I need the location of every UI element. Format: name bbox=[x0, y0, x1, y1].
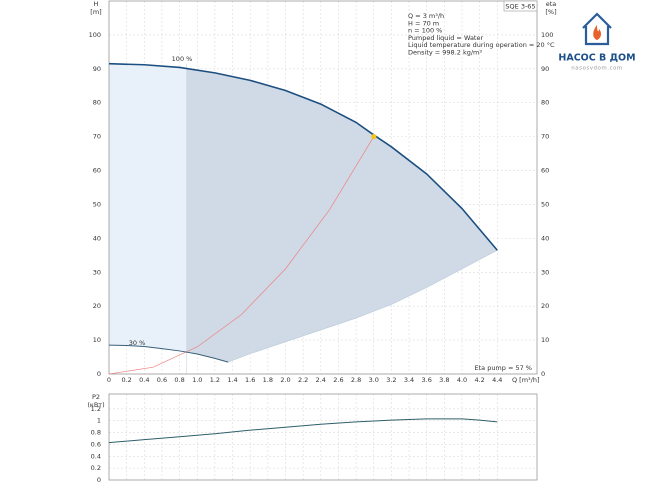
y2-tick-label: 40 bbox=[541, 234, 549, 242]
curve-line bbox=[108, 418, 498, 444]
info-line: Pumped liquid = Water bbox=[408, 34, 483, 42]
y2-tick-label: 10 bbox=[541, 336, 549, 344]
x-tick-label: 2.6 bbox=[333, 376, 343, 384]
operating-area-low bbox=[109, 63, 187, 353]
y-tick-label: 0 bbox=[97, 370, 101, 378]
x-axis-label: Q [m³/h] bbox=[512, 376, 540, 384]
x-tick-label: 3.8 bbox=[439, 376, 449, 384]
y2-tick-label: 50 bbox=[541, 200, 549, 208]
y-tick-label: 10 bbox=[93, 336, 101, 344]
y2-axis-unit: [%] bbox=[545, 8, 556, 16]
x-tick-label: 1.2 bbox=[210, 376, 220, 384]
curve-line bbox=[228, 249, 498, 363]
x-tick-label: 4.2 bbox=[474, 376, 484, 384]
x-tick-label: 1.0 bbox=[192, 376, 202, 384]
x-tick-label: 1.4 bbox=[227, 376, 237, 384]
y-tick-label: 100 bbox=[89, 31, 101, 39]
x-tick-label: 0 bbox=[107, 376, 111, 384]
y-tick-label: 0.2 bbox=[91, 464, 101, 472]
info-line: Liquid temperature during operation = 20… bbox=[408, 41, 555, 49]
operating-area bbox=[186, 68, 498, 363]
x-tick-label: 3.6 bbox=[422, 376, 432, 384]
y-tick-label: 0.4 bbox=[91, 452, 101, 460]
info-line: H = 70 m bbox=[408, 19, 439, 27]
model-label: SQE 3-65 bbox=[505, 3, 535, 11]
x-tick-label: 2.8 bbox=[351, 376, 361, 384]
logo-house bbox=[582, 12, 612, 46]
curve-line bbox=[108, 136, 375, 375]
logo-subtitle: nasosvdom.com bbox=[571, 66, 622, 72]
y2-tick-label: 60 bbox=[541, 167, 549, 175]
logo-title: НАСОС В ДОМ bbox=[558, 53, 635, 64]
y-tick-label: 20 bbox=[93, 302, 101, 310]
y2-tick-label: 100 bbox=[541, 31, 553, 39]
x-tick-label: 2.0 bbox=[280, 376, 290, 384]
plot-frame bbox=[108, 393, 538, 481]
x-tick-label: 0.4 bbox=[139, 376, 149, 384]
y2-tick-label: 70 bbox=[541, 133, 549, 141]
x-tick-label: 3.0 bbox=[369, 376, 379, 384]
curve-line bbox=[108, 62, 498, 251]
y2-axis-label: eta bbox=[546, 0, 557, 8]
y-tick-label: 90 bbox=[93, 65, 101, 73]
logo-flame bbox=[593, 25, 602, 40]
y-tick-label: 40 bbox=[93, 234, 101, 242]
efficiency-label: Eta pump = 57 % bbox=[474, 364, 532, 372]
y-tick-label: 1 bbox=[97, 417, 101, 425]
curve-line bbox=[108, 344, 229, 363]
y-axis-label: H bbox=[94, 0, 99, 8]
x-tick-label: 3.2 bbox=[386, 376, 396, 384]
x-tick-label: 1.6 bbox=[245, 376, 255, 384]
x-tick-label: 4.4 bbox=[492, 376, 502, 384]
info-line: Q = 3 m³/h bbox=[408, 12, 444, 20]
y-axis-unit: (кВт) bbox=[87, 401, 104, 409]
y-tick-label: 0.6 bbox=[91, 440, 101, 448]
y2-tick-label: 20 bbox=[541, 302, 549, 310]
y-tick-label: 0.8 bbox=[91, 429, 101, 437]
logo: НАСОС В ДОМ nasosvdom.com bbox=[558, 12, 636, 72]
y-tick-label: 60 bbox=[93, 167, 101, 175]
info-line: n = 100 % bbox=[408, 27, 442, 35]
y2-tick-label: 0 bbox=[541, 370, 545, 378]
info-line: Density = 998.2 kg/m³ bbox=[408, 49, 482, 57]
y-tick-label: 70 bbox=[93, 133, 101, 141]
y2-tick-label: 80 bbox=[541, 99, 549, 107]
y-tick-label: 80 bbox=[93, 99, 101, 107]
series-label: 100 % bbox=[172, 55, 193, 63]
x-tick-label: 0.8 bbox=[174, 376, 184, 384]
y2-tick-label: 30 bbox=[541, 268, 549, 276]
x-tick-label: 0.6 bbox=[157, 376, 167, 384]
y-tick-label: 0 bbox=[97, 476, 101, 484]
x-tick-label: 3.4 bbox=[404, 376, 414, 384]
y-tick-label: 50 bbox=[93, 200, 101, 208]
x-tick-label: 2.2 bbox=[298, 376, 308, 384]
y2-tick-label: 90 bbox=[541, 65, 549, 73]
x-tick-label: 1.8 bbox=[263, 376, 273, 384]
x-tick-label: 4.0 bbox=[457, 376, 467, 384]
y-axis-unit: [m] bbox=[90, 8, 101, 16]
x-tick-label: 2.4 bbox=[316, 376, 326, 384]
y-tick-label: 30 bbox=[93, 268, 101, 276]
y-axis-label: P2 bbox=[92, 393, 100, 401]
model-box bbox=[503, 0, 538, 12]
series-label: 30 % bbox=[129, 339, 146, 347]
plot-frame bbox=[108, 0, 538, 375]
duty-point bbox=[371, 134, 377, 140]
y-tick-label: 1.2 bbox=[91, 405, 101, 413]
x-tick-label: 0.2 bbox=[121, 376, 131, 384]
